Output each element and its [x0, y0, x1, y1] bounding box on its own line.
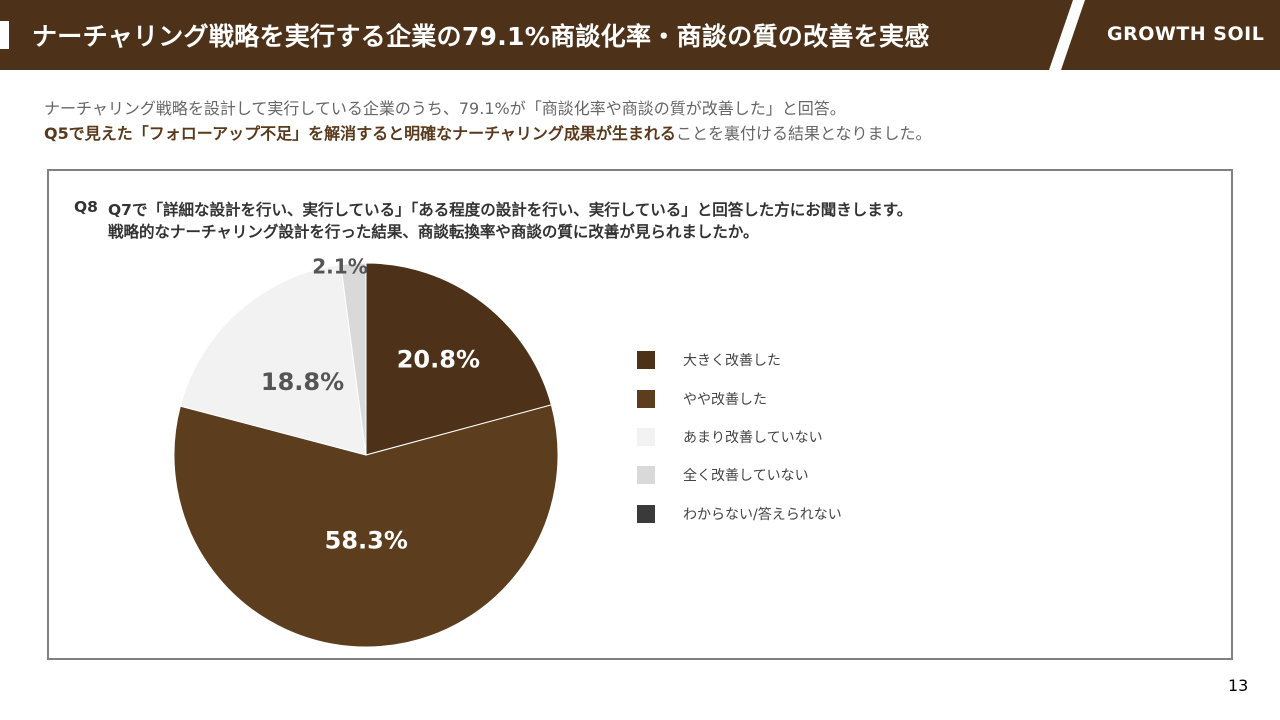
legend-item: あまり改善していない [637, 427, 823, 447]
legend-item: やや改善した [637, 389, 767, 409]
legend-label: 全く改善していない [683, 468, 809, 484]
header-accent-bar [0, 21, 9, 49]
legend-item: わからない/答えられない [637, 504, 842, 524]
legend-swatch [637, 505, 655, 523]
question-number: Q8 [74, 198, 98, 216]
legend-item: 大きく改善した [637, 350, 781, 370]
legend-swatch [637, 466, 655, 484]
legend-label: あまり改善していない [683, 430, 823, 446]
legend-label: やや改善した [683, 392, 767, 408]
intro-line-2: Q5で見えた「フォローアップ不足」を解消すると明確なナーチャリング成果が生まれる… [44, 121, 931, 146]
intro-highlight: Q5で見えた「フォローアップ不足」を解消すると明確なナーチャリング成果が生まれる [44, 124, 676, 143]
header-divider-slash [1049, 0, 1085, 70]
pie-slice-label: 20.8% [397, 345, 480, 373]
legend-swatch [637, 390, 655, 408]
page-number: 13 [1228, 676, 1249, 695]
legend-label: 大きく改善した [683, 353, 781, 369]
pie-slice-label: 18.8% [261, 368, 344, 396]
pie-slice [179, 264, 367, 456]
legend-swatch [637, 351, 655, 369]
legend-swatch [637, 428, 655, 446]
intro-text: ナーチャリング戦略を設計して実行している企業のうち、79.1%が「商談化率や商談… [44, 96, 931, 146]
question-text-line-2: 戦略的なナーチャリング設計を行った結果、商談転換率や商談の質に改善が見られました… [108, 223, 759, 241]
brand-logo-text: GROWTH SOIL [1107, 23, 1265, 45]
page-title: ナーチャリング戦略を実行する企業の79.1%商談化率・商談の質の改善を実感 [32, 22, 930, 51]
legend-label: わからない/答えられない [683, 507, 842, 523]
header-bar: ナーチャリング戦略を実行する企業の79.1%商談化率・商談の質の改善を実感 GR… [0, 0, 1280, 70]
pie-slice-label: 58.3% [325, 526, 408, 554]
legend-item: 全く改善していない [637, 465, 809, 485]
pie-slice [365, 262, 552, 456]
pie-slice [340, 262, 367, 456]
intro-line-2-rest: ことを裏付ける結果となりました。 [675, 124, 932, 143]
intro-line-1: ナーチャリング戦略を設計して実行している企業のうち、79.1%が「商談化率や商談… [44, 99, 846, 118]
question-text-line-1: Q7で「詳細な設計を行い、実行している」「ある程度の設計を行い、実行している」と… [108, 201, 913, 219]
pie-slice [173, 404, 559, 648]
pie-slice-label: 2.1% [312, 255, 367, 279]
